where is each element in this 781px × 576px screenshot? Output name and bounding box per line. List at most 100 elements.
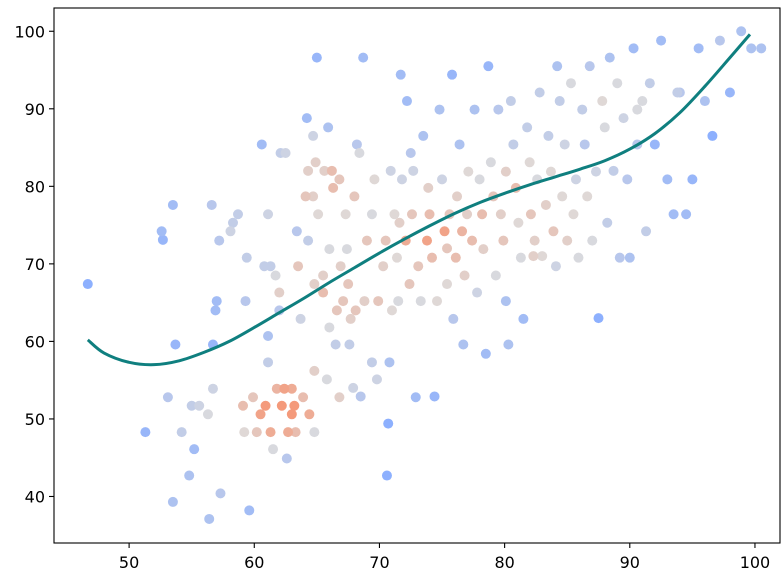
data-point xyxy=(350,305,361,316)
x-tick-label: 50 xyxy=(119,553,139,572)
data-point xyxy=(265,427,276,438)
data-point xyxy=(422,235,433,246)
data-point xyxy=(724,87,735,98)
data-point xyxy=(668,209,679,220)
data-point xyxy=(313,209,324,220)
data-point xyxy=(474,174,485,185)
data-point xyxy=(326,165,337,176)
data-point xyxy=(469,104,480,115)
data-point xyxy=(241,252,252,263)
data-point xyxy=(330,339,341,350)
data-point xyxy=(573,252,584,263)
data-point xyxy=(707,130,718,141)
data-point xyxy=(389,209,400,220)
data-point xyxy=(568,209,579,220)
x-tick-label: 100 xyxy=(740,553,771,572)
y-tick-label: 80 xyxy=(25,177,45,196)
y-tick-label: 70 xyxy=(25,255,45,274)
data-point xyxy=(632,104,643,115)
data-point xyxy=(500,166,511,177)
data-point xyxy=(472,287,483,298)
data-point xyxy=(263,357,274,368)
data-point xyxy=(359,296,370,307)
data-point xyxy=(485,157,496,168)
data-point xyxy=(505,96,516,107)
data-point xyxy=(383,418,394,429)
data-point xyxy=(334,392,345,403)
data-point xyxy=(348,382,359,393)
data-point xyxy=(637,96,648,107)
data-point xyxy=(437,174,448,185)
data-point xyxy=(289,400,300,411)
data-point xyxy=(280,147,291,158)
data-point xyxy=(395,69,406,80)
data-point xyxy=(608,165,619,176)
data-point xyxy=(736,26,747,37)
data-point xyxy=(599,122,610,133)
data-point xyxy=(393,296,404,307)
data-point xyxy=(454,139,465,150)
data-point xyxy=(394,217,405,228)
data-point xyxy=(170,339,181,350)
data-point xyxy=(614,252,625,263)
data-point xyxy=(540,199,551,210)
data-point xyxy=(624,252,635,263)
data-point xyxy=(687,174,698,185)
data-point xyxy=(310,157,321,168)
data-point xyxy=(309,365,320,376)
data-point xyxy=(401,96,412,107)
data-point xyxy=(274,287,285,298)
data-point xyxy=(349,191,360,202)
data-point xyxy=(308,130,319,141)
data-point xyxy=(162,392,173,403)
data-point xyxy=(373,296,384,307)
data-point xyxy=(156,226,167,237)
data-point xyxy=(260,400,271,411)
data-point xyxy=(300,191,311,202)
data-point xyxy=(225,226,236,237)
data-point xyxy=(340,209,351,220)
data-point xyxy=(462,209,473,220)
data-point xyxy=(424,209,435,220)
trend-line xyxy=(86,33,752,367)
data-point xyxy=(415,296,426,307)
data-point xyxy=(404,279,415,290)
data-point xyxy=(577,104,588,115)
data-point xyxy=(214,235,225,246)
data-point xyxy=(343,279,354,290)
data-point xyxy=(450,252,461,263)
data-point xyxy=(447,69,458,80)
data-point xyxy=(478,244,489,255)
data-point xyxy=(442,279,453,290)
data-point xyxy=(215,488,226,499)
data-point xyxy=(265,261,276,272)
data-point xyxy=(293,261,304,272)
data-point xyxy=(324,322,335,333)
data-point xyxy=(318,270,329,281)
data-point xyxy=(331,305,342,316)
data-point xyxy=(579,139,590,150)
data-point xyxy=(693,43,704,54)
data-point xyxy=(405,147,416,158)
data-point xyxy=(448,313,459,324)
data-point xyxy=(550,261,561,272)
data-point xyxy=(268,444,279,455)
data-point xyxy=(366,357,377,368)
data-point xyxy=(463,166,474,177)
data-point xyxy=(391,252,402,263)
data-point xyxy=(270,270,281,281)
data-point xyxy=(298,392,309,403)
trend-layer xyxy=(86,33,752,367)
data-point xyxy=(534,87,545,98)
data-point xyxy=(548,226,559,237)
data-point xyxy=(301,113,312,124)
data-point xyxy=(189,444,200,455)
data-point xyxy=(442,243,453,254)
data-point xyxy=(290,427,301,438)
data-point xyxy=(211,296,222,307)
data-point xyxy=(434,104,445,115)
data-point xyxy=(529,235,540,246)
data-point xyxy=(286,409,297,420)
data-point xyxy=(303,165,314,176)
data-point xyxy=(493,104,504,115)
